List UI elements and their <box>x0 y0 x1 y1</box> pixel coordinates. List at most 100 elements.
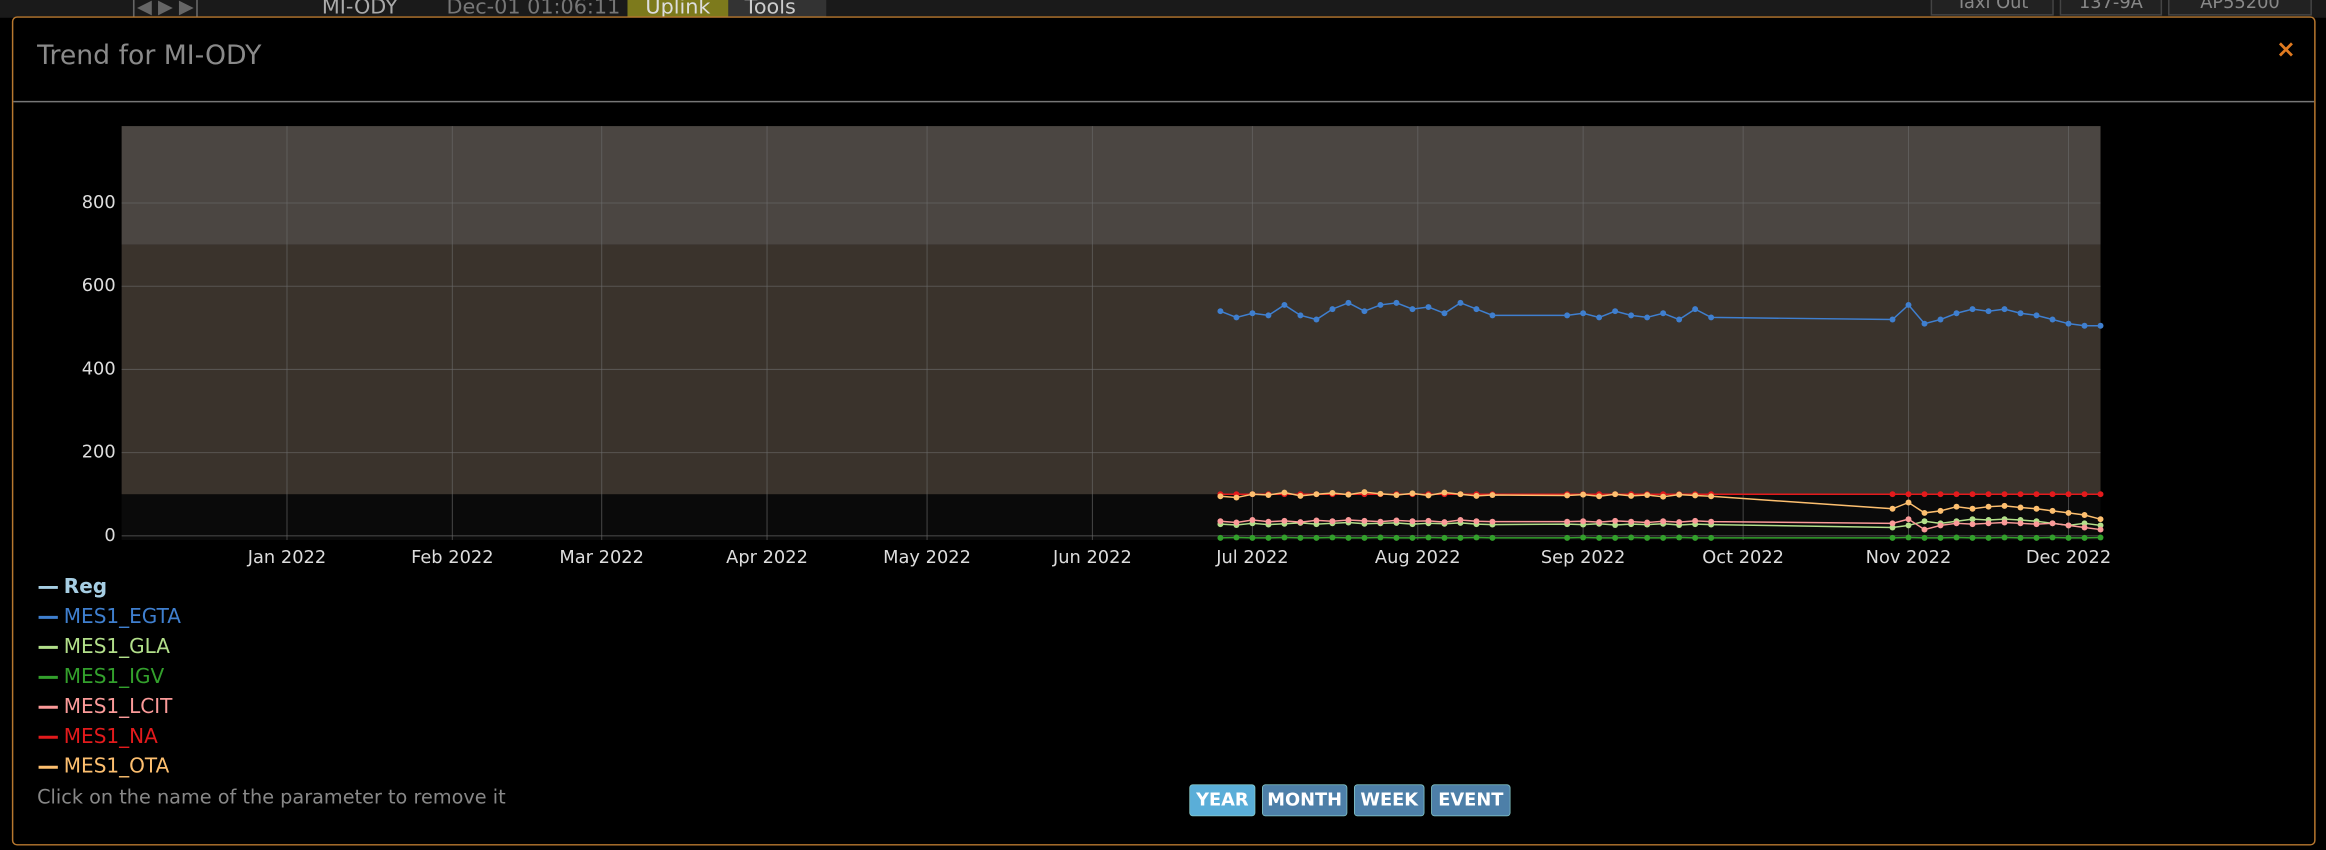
data-point <box>1889 316 1896 323</box>
range-buttons: YEAR MONTH WEEK EVENT <box>1189 784 1511 817</box>
data-point <box>1457 299 1464 306</box>
range-button[interactable] <box>1262 784 1348 817</box>
legend-item[interactable]: Reg <box>38 574 108 598</box>
y-tick-label: 0 <box>104 525 115 546</box>
x-tick-label: Jun 2022 <box>1052 547 1132 568</box>
data-point <box>1676 491 1683 498</box>
close-button[interactable]: × <box>2276 35 2296 63</box>
data-point <box>1921 491 1928 498</box>
range-button[interactable] <box>1353 784 1425 817</box>
hint: Click on the name of the parameter to re… <box>37 786 506 809</box>
data-point <box>1281 517 1288 524</box>
legend-item[interactable]: MES1_NA <box>38 724 159 748</box>
data-point <box>2097 526 2104 533</box>
data-point <box>1489 534 1496 541</box>
tab[interactable] <box>2168 0 2312 16</box>
data-point <box>2017 504 2024 511</box>
data-point <box>1921 534 1928 541</box>
legend-item[interactable]: MES1_OTA <box>38 754 170 778</box>
data-point <box>1676 316 1683 323</box>
legend-label[interactable]: MES1_EGTA <box>64 604 181 628</box>
legend-label[interactable]: MES1_LCIT <box>64 694 173 718</box>
data-point <box>1905 516 1912 523</box>
data-point <box>2001 306 2008 313</box>
data-point <box>1425 534 1432 541</box>
top-bar <box>0 0 2326 18</box>
data-point <box>1361 308 1368 315</box>
x-tick-label: Nov 2022 <box>1866 547 1952 568</box>
data-point <box>2081 534 2088 541</box>
tools-button[interactable] <box>728 0 827 18</box>
data-point <box>1249 534 1256 541</box>
data-point <box>1233 314 1240 321</box>
data-point <box>1265 534 1272 541</box>
data-point <box>1457 534 1464 541</box>
data-point <box>2065 320 2072 327</box>
legend-label[interactable]: Reg <box>64 574 107 598</box>
data-point <box>1457 491 1464 498</box>
range-button-label[interactable]: WEEK <box>1360 789 1419 810</box>
tab-label[interactable]: 137-9A <box>2079 0 2144 13</box>
data-point <box>1644 314 1651 321</box>
tab[interactable] <box>1930 0 2054 16</box>
data-point <box>1937 507 1944 514</box>
data-point <box>1969 491 1976 498</box>
x-tick-label: Aug 2022 <box>1375 547 1461 568</box>
data-point <box>1564 312 1571 319</box>
data-point <box>1441 519 1448 526</box>
data-point <box>1409 534 1416 541</box>
tab-label[interactable]: AP55200 <box>2200 0 2280 13</box>
data-point <box>1628 492 1635 499</box>
x-tick-label: Dec 2022 <box>2026 547 2111 568</box>
tab[interactable] <box>2059 0 2163 16</box>
data-point <box>1905 301 1912 308</box>
data-point <box>1937 522 1944 529</box>
data-point <box>2033 312 2040 319</box>
range-button-label[interactable]: MONTH <box>1267 789 1342 810</box>
data-point <box>1313 534 1320 541</box>
range-button-label[interactable]: EVENT <box>1438 789 1504 810</box>
data-point <box>1889 491 1896 498</box>
y-tick-label: 200 <box>82 442 116 463</box>
data-point <box>1580 534 1587 541</box>
data-point <box>2065 522 2072 529</box>
data-point <box>1217 518 1224 525</box>
legend-item[interactable]: MES1_LCIT <box>38 694 174 718</box>
uplink-label[interactable]: Uplink <box>645 0 710 18</box>
legend-label[interactable]: MES1_OTA <box>64 754 170 778</box>
data-point <box>1921 526 1928 533</box>
legend-item[interactable]: MES1_GLA <box>38 634 171 658</box>
range-button[interactable] <box>1431 784 1511 817</box>
data-point <box>1660 493 1667 500</box>
data-point <box>1564 492 1571 499</box>
tab-label[interactable]: Taxi Out <box>1955 0 2028 13</box>
data-point <box>1265 518 1272 525</box>
data-point <box>1265 492 1272 499</box>
legend-item[interactable]: MES1_EGTA <box>38 604 182 628</box>
data-point <box>1937 491 1944 498</box>
data-point <box>1969 505 1976 512</box>
data-point <box>2001 502 2008 509</box>
data-point <box>1425 304 1432 310</box>
range-button[interactable] <box>1189 784 1256 817</box>
data-point <box>1233 519 1240 526</box>
data-point <box>1329 489 1336 496</box>
data-point <box>1473 518 1480 525</box>
y-tick-label: 800 <box>82 192 116 213</box>
legend-label[interactable]: MES1_GLA <box>64 634 170 658</box>
data-point <box>2065 509 2072 516</box>
legend-label[interactable]: MES1_IGV <box>64 664 165 688</box>
legend-item[interactable]: MES1_IGV <box>38 664 165 688</box>
data-point <box>2081 491 2088 498</box>
range-button-label[interactable]: YEAR <box>1195 789 1249 810</box>
legend-label[interactable]: MES1_NA <box>64 724 158 748</box>
data-point <box>1409 306 1416 313</box>
data-point <box>1377 534 1384 541</box>
uplink-button[interactable] <box>627 0 729 18</box>
data-point <box>1564 518 1571 525</box>
data-point <box>1377 301 1384 308</box>
nav-icons[interactable]: |◀ ▶ ▶| <box>131 0 201 18</box>
tools-label[interactable]: Tools <box>744 0 796 18</box>
data-point <box>1393 534 1400 541</box>
